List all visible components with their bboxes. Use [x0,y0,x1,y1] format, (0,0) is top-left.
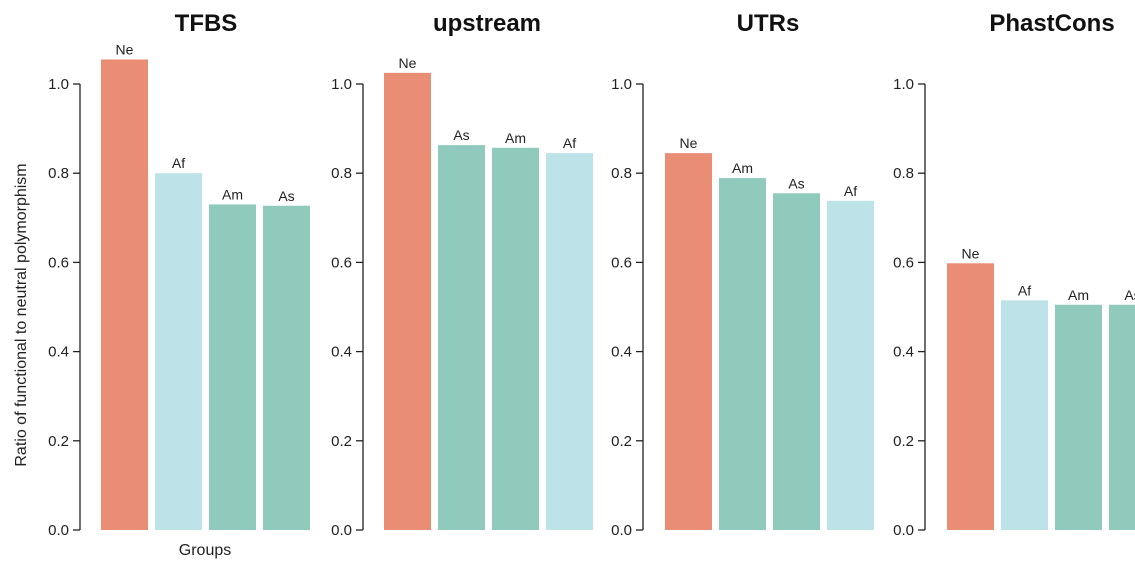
y-tick-label: 0.0 [893,522,914,539]
bar-ne [947,263,994,530]
panel-title: upstream [433,10,541,37]
y-tick-label: 0.8 [611,165,632,182]
bar-label: Am [732,160,753,176]
panel-title: PhastCons [989,10,1114,37]
bar-label: As [788,175,804,191]
y-tick-label: 1.0 [893,76,914,93]
y-tick-label: 0.2 [611,433,632,450]
bar-label: As [1124,287,1135,303]
y-tick-label: 0.4 [48,344,69,361]
bar-label: Am [222,186,243,202]
bar-as [1109,304,1135,530]
y-tick-label: 0.4 [893,344,914,361]
bar-ne [384,72,431,530]
bar-as [773,193,820,530]
bar-label: Af [844,183,857,199]
bar-af [546,153,593,530]
bar-am [719,178,766,530]
bar-label: As [453,127,469,143]
y-tick-label: 0.4 [331,344,352,361]
y-tick-label: 0.6 [331,254,352,271]
bar-as [263,205,310,530]
bar-af [155,173,202,530]
y-tick-label: 0.2 [893,433,914,450]
bar-label: Ne [962,245,980,261]
bar-label: Am [505,130,526,146]
bar-as [438,145,485,531]
bar-am [209,204,256,531]
y-tick-label: 1.0 [611,76,632,93]
y-tick-label: 0.0 [48,522,69,539]
x-axis-title: Groups [179,542,231,559]
y-tick-label: 0.6 [893,254,914,271]
y-tick-label: 0.6 [611,254,632,271]
bar-label: Af [1018,282,1031,298]
panel-phastcons: PhastCons 0.0 0.2 0.4 0.6 0.8 1.0 Ne Af Am As [893,10,1135,539]
y-tick-label: 0.2 [48,433,69,450]
bar-af [827,200,874,531]
bar-ne [101,59,148,530]
y-tick-label: 0.0 [611,522,632,539]
y-tick-label: 0.0 [331,522,352,539]
chart-panels: TFBS 0.0 0.2 0.4 0.6 0.8 1.0 Ne Af Am As upstream 0.… [48,10,1135,539]
bar-am [492,147,539,530]
bar-label: Ne [680,135,698,151]
y-tick-label: 0.4 [611,344,632,361]
panel-title: TFBS [175,10,238,37]
y-tick-label: 1.0 [331,76,352,93]
bar-label: Am [1068,287,1089,303]
bar-label: Af [172,155,185,171]
y-tick-label: 0.8 [893,165,914,182]
y-tick-label: 0.8 [48,165,69,182]
panel-tfbs: TFBS 0.0 0.2 0.4 0.6 0.8 1.0 Ne Af Am As [48,10,310,539]
y-tick-label: 1.0 [48,76,69,93]
y-tick-label: 0.2 [331,433,352,450]
bar-ne [665,153,712,530]
bar-label: Ne [399,55,417,71]
y-axis-title: Ratio of functional to neutral polymorph… [13,163,30,466]
bar-af [1001,300,1048,530]
bar-label: Ne [116,41,134,57]
bar-label: As [278,188,294,204]
bar-am [1055,304,1102,530]
y-tick-label: 0.8 [331,165,352,182]
panel-utrs: UTRs 0.0 0.2 0.4 0.6 0.8 1.0 Ne Am As Af [611,10,874,539]
panel-upstream: upstream 0.0 0.2 0.4 0.6 0.8 1.0 Ne As Am Af [331,10,593,539]
panel-title: UTRs [737,10,800,37]
bar-label: Af [563,135,576,151]
y-tick-label: 0.6 [48,254,69,271]
